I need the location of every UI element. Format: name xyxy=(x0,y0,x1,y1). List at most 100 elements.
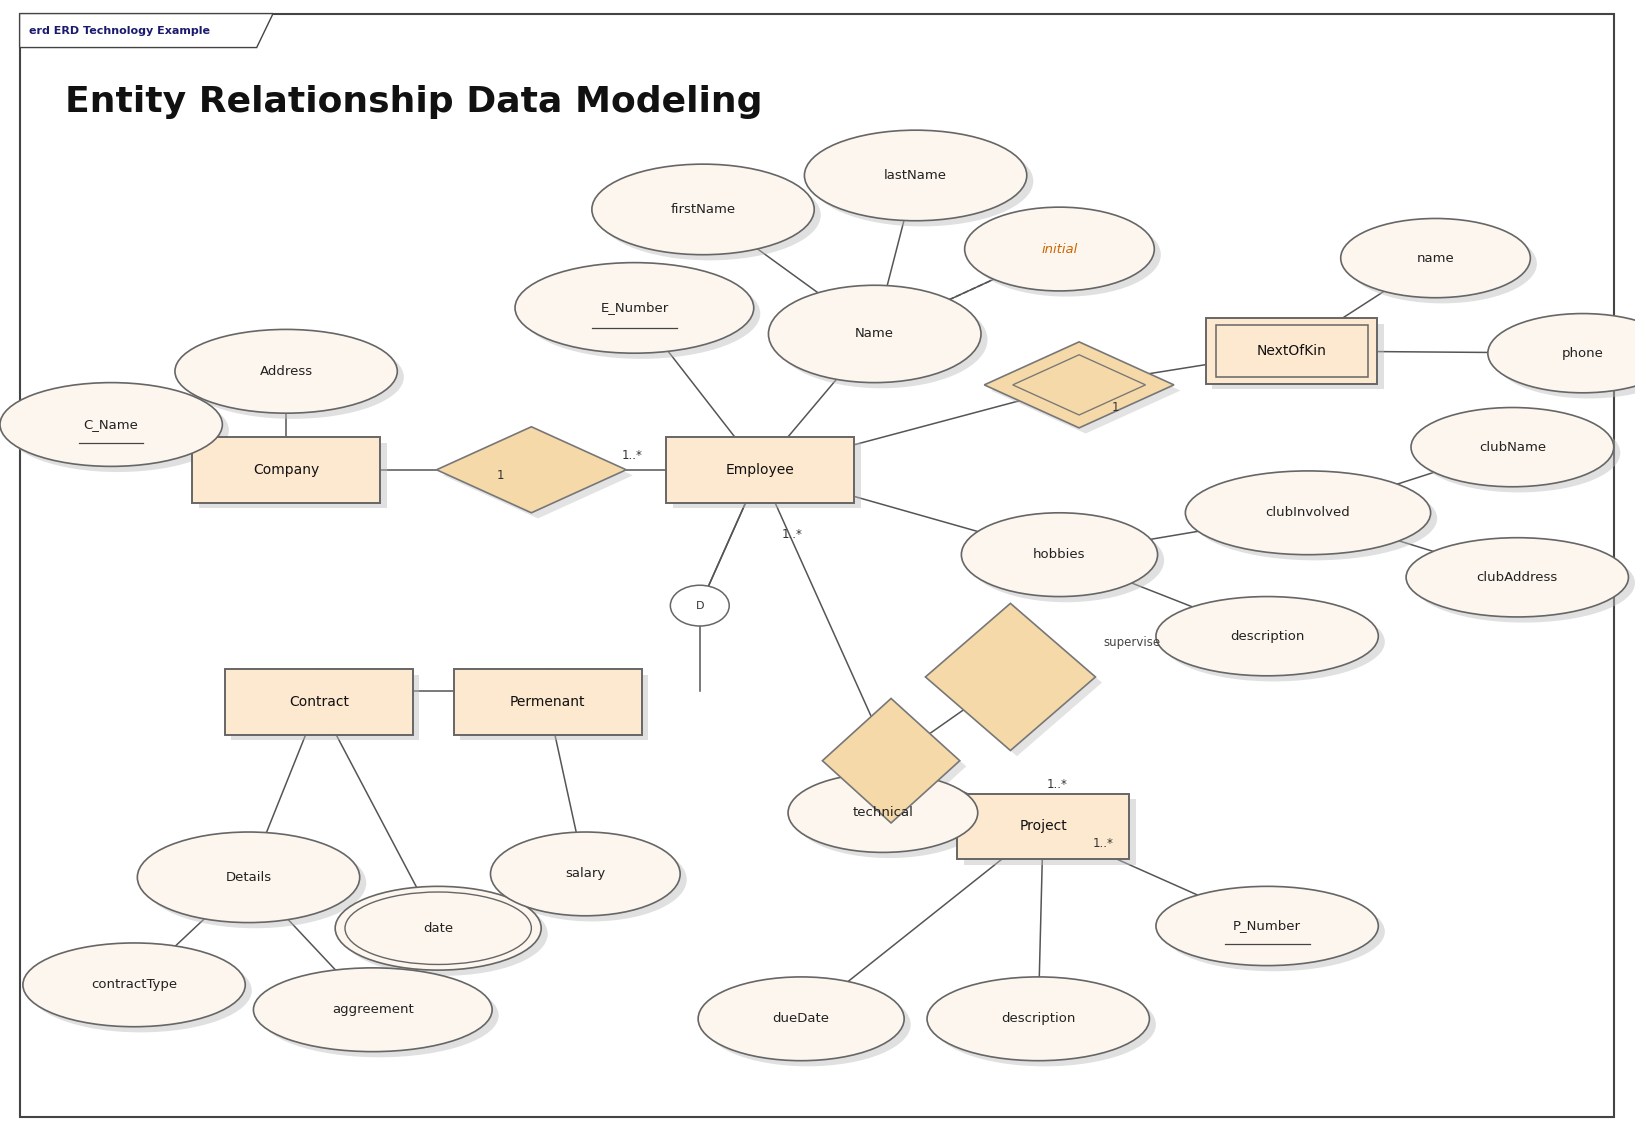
FancyBboxPatch shape xyxy=(455,669,641,735)
Text: aggreement: aggreement xyxy=(332,1003,414,1017)
Ellipse shape xyxy=(775,291,988,388)
Ellipse shape xyxy=(1347,224,1537,303)
Text: Address: Address xyxy=(260,365,312,378)
Text: Company: Company xyxy=(253,463,319,477)
Ellipse shape xyxy=(1488,314,1635,393)
Ellipse shape xyxy=(1192,477,1437,560)
Ellipse shape xyxy=(335,886,541,970)
Text: supervise: supervise xyxy=(1104,636,1161,650)
Text: 1..*: 1..* xyxy=(782,528,803,541)
Ellipse shape xyxy=(7,388,229,472)
FancyBboxPatch shape xyxy=(232,675,419,740)
Ellipse shape xyxy=(698,977,904,1061)
Text: 1..*: 1..* xyxy=(1046,778,1068,791)
Text: description: description xyxy=(1230,629,1305,643)
Ellipse shape xyxy=(1418,413,1620,492)
Ellipse shape xyxy=(1185,471,1431,555)
FancyBboxPatch shape xyxy=(965,799,1135,865)
Text: Employee: Employee xyxy=(726,463,795,477)
Text: salary: salary xyxy=(566,867,605,881)
FancyBboxPatch shape xyxy=(193,437,379,503)
Ellipse shape xyxy=(1413,543,1635,623)
FancyBboxPatch shape xyxy=(667,437,855,503)
Ellipse shape xyxy=(592,164,814,255)
Ellipse shape xyxy=(705,983,911,1066)
Polygon shape xyxy=(991,348,1180,434)
Text: date: date xyxy=(423,921,453,935)
FancyBboxPatch shape xyxy=(674,443,862,508)
Ellipse shape xyxy=(965,207,1154,291)
Circle shape xyxy=(670,585,729,626)
Ellipse shape xyxy=(1494,319,1635,398)
Text: phone: phone xyxy=(1561,346,1604,360)
Text: erd ERD Technology Example: erd ERD Technology Example xyxy=(29,26,211,35)
Text: clubName: clubName xyxy=(1478,440,1547,454)
Text: E_Number: E_Number xyxy=(600,301,669,315)
Ellipse shape xyxy=(1341,218,1530,298)
Polygon shape xyxy=(437,427,626,513)
Ellipse shape xyxy=(1156,886,1378,966)
Text: P_Number: P_Number xyxy=(1233,919,1301,933)
Text: Permenant: Permenant xyxy=(510,695,585,709)
Text: clubAddress: clubAddress xyxy=(1476,571,1558,584)
Polygon shape xyxy=(932,609,1102,756)
Polygon shape xyxy=(822,698,960,823)
FancyBboxPatch shape xyxy=(461,675,649,740)
Text: hobbies: hobbies xyxy=(1033,548,1086,561)
Text: Name: Name xyxy=(855,327,894,341)
Ellipse shape xyxy=(788,773,978,852)
Ellipse shape xyxy=(497,838,687,921)
Polygon shape xyxy=(829,704,966,829)
Polygon shape xyxy=(20,14,273,48)
Text: initial: initial xyxy=(1041,242,1077,256)
Text: 1: 1 xyxy=(1112,401,1120,414)
Text: Details: Details xyxy=(226,871,271,884)
Ellipse shape xyxy=(1162,892,1385,971)
Ellipse shape xyxy=(144,838,366,928)
Ellipse shape xyxy=(768,285,981,383)
FancyBboxPatch shape xyxy=(199,443,386,508)
Ellipse shape xyxy=(175,329,397,413)
Ellipse shape xyxy=(23,943,245,1027)
Ellipse shape xyxy=(1162,602,1385,681)
Ellipse shape xyxy=(260,974,499,1057)
Text: Contract: Contract xyxy=(289,695,348,709)
Text: D: D xyxy=(695,601,705,610)
Ellipse shape xyxy=(1406,538,1628,617)
Ellipse shape xyxy=(522,268,760,359)
Ellipse shape xyxy=(181,335,404,419)
Ellipse shape xyxy=(811,136,1033,226)
Text: name: name xyxy=(1416,251,1455,265)
FancyBboxPatch shape xyxy=(20,14,1614,1117)
Ellipse shape xyxy=(29,949,252,1032)
Polygon shape xyxy=(443,432,633,518)
Text: firstName: firstName xyxy=(670,203,736,216)
Ellipse shape xyxy=(342,892,548,976)
FancyBboxPatch shape xyxy=(1213,324,1383,389)
Text: dueDate: dueDate xyxy=(773,1012,829,1026)
Ellipse shape xyxy=(961,513,1158,597)
Ellipse shape xyxy=(1156,597,1378,676)
Text: 1..*: 1..* xyxy=(1092,837,1113,850)
Ellipse shape xyxy=(1411,408,1614,487)
Polygon shape xyxy=(925,603,1095,751)
FancyBboxPatch shape xyxy=(958,794,1130,859)
Text: technical: technical xyxy=(852,806,914,820)
Text: 1: 1 xyxy=(497,469,505,482)
Text: NextOfKin: NextOfKin xyxy=(1257,344,1326,358)
Ellipse shape xyxy=(0,383,222,466)
FancyBboxPatch shape xyxy=(226,669,412,735)
Text: 1..*: 1..* xyxy=(621,448,643,462)
Ellipse shape xyxy=(804,130,1027,221)
FancyBboxPatch shape xyxy=(1207,318,1377,384)
Ellipse shape xyxy=(927,977,1149,1061)
Text: lastName: lastName xyxy=(885,169,947,182)
Ellipse shape xyxy=(971,213,1161,297)
Text: Entity Relationship Data Modeling: Entity Relationship Data Modeling xyxy=(65,85,764,119)
Text: Project: Project xyxy=(1019,820,1068,833)
Text: clubInvolved: clubInvolved xyxy=(1265,506,1351,520)
Ellipse shape xyxy=(515,263,754,353)
Ellipse shape xyxy=(968,518,1164,602)
Polygon shape xyxy=(984,342,1174,428)
Ellipse shape xyxy=(137,832,360,923)
